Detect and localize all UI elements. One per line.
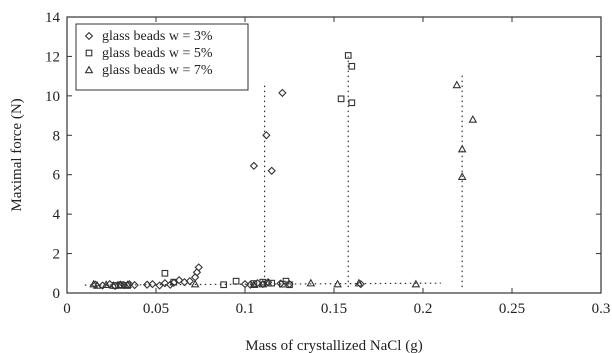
data-point-triangle: [258, 279, 268, 288]
x-tick-label: 0.05: [143, 301, 169, 317]
data-point-diamond: [155, 281, 164, 290]
data-point-square: [337, 95, 345, 103]
data-point-square: [286, 281, 293, 289]
y-tick-label: 8: [53, 128, 61, 144]
data-point-diamond: [240, 279, 250, 289]
y-tick-label: 2: [53, 247, 61, 263]
data-point-diamond: [148, 279, 157, 289]
legend-label: glass beads w = 7%: [102, 63, 213, 78]
data-point-square: [220, 281, 227, 289]
data-point-triangle: [333, 279, 342, 288]
x-tick-label: 0.15: [321, 301, 347, 317]
x-tick-label: 0: [63, 301, 71, 317]
data-point-triangle: [457, 172, 467, 180]
data-point-square: [348, 99, 356, 107]
data-point-square: [348, 62, 356, 70]
data-point-diamond: [160, 278, 170, 288]
guide-lines: [84, 56, 463, 288]
legend-box: [75, 23, 249, 91]
data-point-triangle: [249, 280, 259, 288]
y-tick-label: 4: [53, 207, 61, 223]
x-tick-label: 0.2: [414, 301, 433, 317]
legend-marker-triangle: [84, 65, 94, 74]
data-point-triangle: [89, 279, 99, 288]
x-axis-title: Mass of crystallized NaCl (g): [245, 338, 422, 353]
y-tick-label: 12: [45, 49, 60, 65]
data-point-triangle: [411, 279, 421, 288]
legend-marker-diamond: [84, 31, 94, 41]
x-tick-label: 0.1: [236, 301, 255, 317]
data-marks: [89, 52, 478, 291]
data-point-triangle: [354, 278, 364, 287]
data-point-diamond: [356, 279, 365, 289]
data-point-diamond: [267, 166, 276, 175]
data-point-square: [232, 277, 240, 285]
y-axis-title: Maximal force (N): [9, 98, 25, 211]
legend-items: glass beads w = 3% glass beads w = 5% glas…: [84, 29, 213, 78]
data-point-triangle: [452, 80, 462, 89]
data-point-triangle: [457, 144, 467, 153]
legend-label: glass beads w = 5%: [102, 46, 213, 61]
data-point-square: [282, 277, 290, 285]
data-point-square: [259, 278, 267, 286]
legend: glass beads w = 3% glass beads w = 5% glas…: [75, 23, 249, 91]
data-point-triangle: [306, 278, 316, 287]
axis-ticks: 0 0.05 0.1 0.15 0.2 0.25 0.3 0 2 4 6 8 10 12 14: [45, 10, 610, 317]
legend-marker-square: [85, 49, 93, 57]
legend-label: glass beads w = 3%: [102, 29, 213, 44]
data-point-diamond: [194, 263, 203, 272]
data-point-triangle: [123, 280, 132, 288]
data-point-triangle: [101, 280, 111, 288]
data-point-diamond: [166, 280, 175, 289]
data-point-triangle: [116, 280, 125, 289]
data-point-triangle: [263, 278, 273, 287]
data-point-triangle: [190, 279, 200, 288]
data-point-triangle: [92, 280, 102, 289]
y-tick-label: 10: [45, 89, 60, 105]
x-tick-label: 0.25: [499, 301, 525, 317]
data-point-square: [170, 278, 178, 286]
y-tick-label: 0: [53, 286, 61, 302]
y-tick-label: 14: [45, 10, 61, 26]
data-point-diamond: [249, 161, 259, 171]
data-point-square: [344, 52, 352, 59]
data-point-triangle: [468, 114, 478, 123]
data-point-diamond: [262, 131, 271, 140]
data-point-diamond: [192, 268, 202, 277]
data-point-diamond: [130, 280, 139, 290]
x-tick-label: 0.3: [592, 301, 611, 317]
y-tick-label: 6: [53, 168, 61, 184]
data-point-square: [161, 269, 169, 277]
data-point-diamond: [278, 88, 287, 98]
data-point-triangle: [108, 280, 118, 289]
data-point-diamond: [185, 276, 194, 286]
